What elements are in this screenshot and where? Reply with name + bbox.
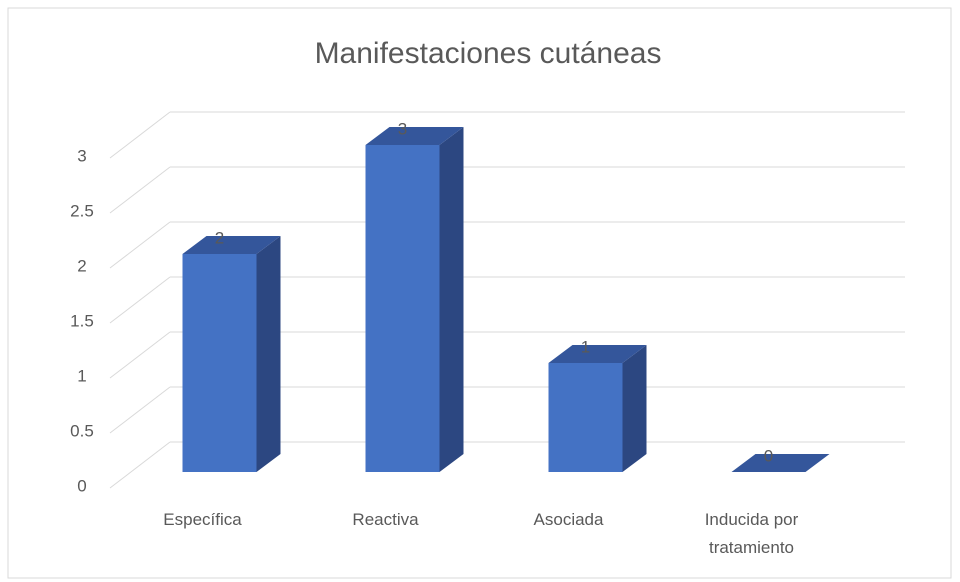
x-tick-label: Inducida por tratamiento: [704, 510, 799, 557]
bar-front: [365, 145, 440, 472]
y-tick-label: 1: [77, 366, 86, 385]
x-tick-label: Asociada: [533, 510, 604, 529]
chart-title: Manifestaciones cutáneas: [315, 37, 662, 70]
grid-line-side: [109, 331, 171, 379]
grid-line-side: [109, 441, 171, 489]
grid-line-side: [109, 221, 171, 269]
data-label: 0: [764, 446, 773, 465]
y-tick-label: 0.5: [70, 421, 94, 440]
grid-line-side: [109, 166, 171, 214]
bar-side: [439, 127, 464, 472]
bar: [548, 345, 647, 472]
y-tick-label: 2: [77, 256, 86, 275]
y-tick-label: 3: [77, 146, 86, 165]
bar-front: [182, 254, 257, 472]
y-tick-label: 2.5: [70, 201, 94, 220]
bar: [182, 236, 281, 472]
bar: [365, 127, 464, 472]
bar-side: [622, 345, 647, 472]
bar-top: [731, 454, 830, 472]
bar: [731, 454, 830, 472]
y-tick-label: 0: [77, 476, 86, 495]
data-label: 3: [398, 119, 407, 138]
data-label: 2: [215, 228, 224, 247]
grid-line-side: [109, 111, 171, 159]
x-tick-label: Específica: [163, 510, 242, 529]
bar-top: [548, 345, 647, 363]
bar-top: [182, 236, 281, 254]
y-tick-label: 1.5: [70, 311, 94, 330]
chart-border: [7, 7, 952, 579]
bar-front: [548, 363, 623, 472]
data-label: 1: [581, 337, 590, 356]
bar-side: [256, 236, 281, 472]
bar-top: [365, 127, 464, 145]
grid-line-side: [109, 386, 171, 434]
x-tick-label: Reactiva: [352, 510, 419, 529]
grid-line-side: [109, 276, 171, 324]
